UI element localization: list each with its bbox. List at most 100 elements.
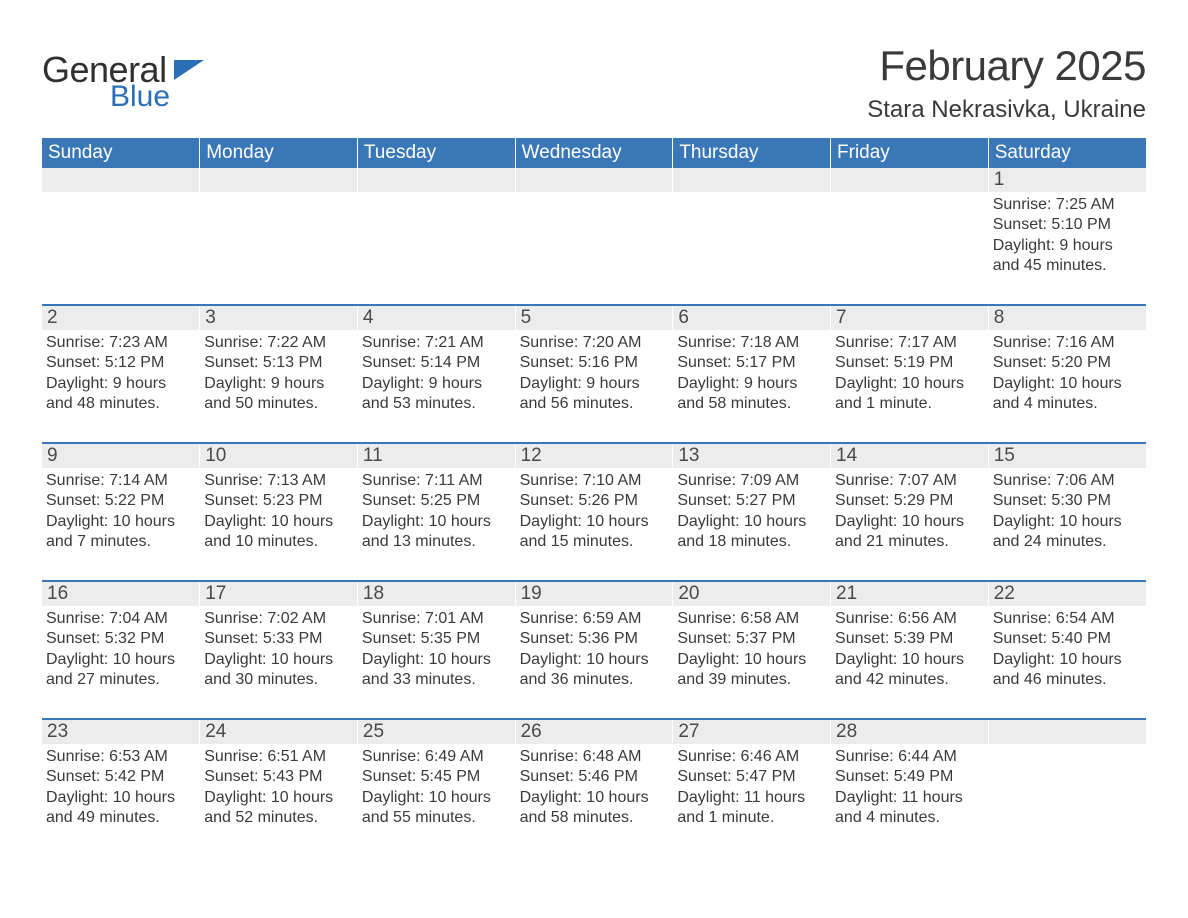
day-cell: Sunrise: 7:07 AMSunset: 5:29 PMDaylight:… [831,468,989,580]
day-cell: Sunrise: 7:16 AMSunset: 5:20 PMDaylight:… [988,330,1146,442]
day-number: 19 [515,582,673,606]
sunset-text: Sunset: 5:40 PM [993,629,1140,649]
sunset-text: Sunset: 5:14 PM [362,353,509,373]
daylight-text: Daylight: 10 hours and 24 minutes. [993,512,1140,553]
day-cell [515,192,673,304]
day-cell [42,192,200,304]
day-cell: Sunrise: 6:44 AMSunset: 5:49 PMDaylight:… [831,744,989,836]
day-content-row: Sunrise: 7:14 AMSunset: 5:22 PMDaylight:… [42,468,1146,580]
daylight-text: Daylight: 9 hours and 56 minutes. [520,374,667,415]
sunset-text: Sunset: 5:45 PM [362,767,509,787]
sunset-text: Sunset: 5:17 PM [677,353,824,373]
day-cell: Sunrise: 7:06 AMSunset: 5:30 PMDaylight:… [988,468,1146,580]
day-number: 15 [988,444,1146,468]
day-cell: Sunrise: 7:11 AMSunset: 5:25 PMDaylight:… [357,468,515,580]
day-number [200,168,358,192]
month-title: February 2025 [867,42,1146,90]
daylight-text: Daylight: 9 hours and 53 minutes. [362,374,509,415]
sunset-text: Sunset: 5:16 PM [520,353,667,373]
sunrise-text: Sunrise: 7:09 AM [677,471,824,491]
sunrise-text: Sunrise: 7:20 AM [520,333,667,353]
sunrise-text: Sunrise: 7:02 AM [204,609,351,629]
day-cell: Sunrise: 6:59 AMSunset: 5:36 PMDaylight:… [515,606,673,718]
daylight-text: Daylight: 10 hours and 36 minutes. [520,650,667,691]
day-number: 4 [357,306,515,330]
day-number: 10 [200,444,358,468]
sunrise-text: Sunrise: 7:16 AM [993,333,1140,353]
day-number [673,168,831,192]
daylight-text: Daylight: 10 hours and 49 minutes. [46,788,193,829]
day-number: 9 [42,444,200,468]
day-number: 7 [831,306,989,330]
brand-word2: Blue [110,82,170,112]
day-number: 12 [515,444,673,468]
daylight-text: Daylight: 9 hours and 45 minutes. [993,236,1140,277]
daylight-text: Daylight: 9 hours and 58 minutes. [677,374,824,415]
daylight-text: Daylight: 10 hours and 18 minutes. [677,512,824,553]
day-number: 3 [200,306,358,330]
brand-text: General Blue [42,52,170,112]
day-cell: Sunrise: 7:13 AMSunset: 5:23 PMDaylight:… [200,468,358,580]
day-number: 21 [831,582,989,606]
day-number-row: 1 [42,168,1146,192]
day-cell: Sunrise: 6:54 AMSunset: 5:40 PMDaylight:… [988,606,1146,718]
sunrise-text: Sunrise: 6:58 AM [677,609,824,629]
dow-tuesday: Tuesday [357,138,515,168]
day-number: 1 [988,168,1146,192]
day-number: 26 [515,720,673,744]
sunrise-text: Sunrise: 6:56 AM [835,609,982,629]
day-number: 6 [673,306,831,330]
sunset-text: Sunset: 5:30 PM [993,491,1140,511]
sunset-text: Sunset: 5:13 PM [204,353,351,373]
day-number: 22 [988,582,1146,606]
day-cell: Sunrise: 6:51 AMSunset: 5:43 PMDaylight:… [200,744,358,836]
sunset-text: Sunset: 5:49 PM [835,767,982,787]
sunset-text: Sunset: 5:39 PM [835,629,982,649]
day-number [357,168,515,192]
day-cell: Sunrise: 7:20 AMSunset: 5:16 PMDaylight:… [515,330,673,442]
day-cell: Sunrise: 6:48 AMSunset: 5:46 PMDaylight:… [515,744,673,836]
sunrise-text: Sunrise: 7:13 AM [204,471,351,491]
sunset-text: Sunset: 5:35 PM [362,629,509,649]
daylight-text: Daylight: 10 hours and 10 minutes. [204,512,351,553]
sunset-text: Sunset: 5:27 PM [677,491,824,511]
daylight-text: Daylight: 10 hours and 27 minutes. [46,650,193,691]
daylight-text: Daylight: 10 hours and 30 minutes. [204,650,351,691]
daylight-text: Daylight: 10 hours and 52 minutes. [204,788,351,829]
day-number: 17 [200,582,358,606]
sunrise-text: Sunrise: 7:11 AM [362,471,509,491]
sunrise-text: Sunrise: 7:21 AM [362,333,509,353]
sunset-text: Sunset: 5:32 PM [46,629,193,649]
sunrise-text: Sunrise: 7:17 AM [835,333,982,353]
daylight-text: Daylight: 10 hours and 15 minutes. [520,512,667,553]
dow-sunday: Sunday [42,138,200,168]
brand-triangle-icon [174,60,204,80]
location: Stara Nekrasivka, Ukraine [867,96,1146,124]
day-number: 5 [515,306,673,330]
dow-wednesday: Wednesday [515,138,673,168]
daylight-text: Daylight: 11 hours and 1 minute. [677,788,824,829]
dow-friday: Friday [831,138,989,168]
day-cell: Sunrise: 7:25 AMSunset: 5:10 PMDaylight:… [988,192,1146,304]
day-cell: Sunrise: 6:58 AMSunset: 5:37 PMDaylight:… [673,606,831,718]
sunset-text: Sunset: 5:42 PM [46,767,193,787]
day-cell: Sunrise: 6:49 AMSunset: 5:45 PMDaylight:… [357,744,515,836]
sunset-text: Sunset: 5:43 PM [204,767,351,787]
sunset-text: Sunset: 5:46 PM [520,767,667,787]
day-cell: Sunrise: 7:17 AMSunset: 5:19 PMDaylight:… [831,330,989,442]
day-number: 8 [988,306,1146,330]
sunrise-text: Sunrise: 7:04 AM [46,609,193,629]
day-cell [357,192,515,304]
brand-logo: General Blue [42,52,204,112]
day-content-row: Sunrise: 6:53 AMSunset: 5:42 PMDaylight:… [42,744,1146,836]
title-block: February 2025 Stara Nekrasivka, Ukraine [867,42,1146,124]
sunrise-text: Sunrise: 7:22 AM [204,333,351,353]
day-cell: Sunrise: 6:46 AMSunset: 5:47 PMDaylight:… [673,744,831,836]
sunset-text: Sunset: 5:23 PM [204,491,351,511]
daylight-text: Daylight: 10 hours and 55 minutes. [362,788,509,829]
day-cell: Sunrise: 7:09 AMSunset: 5:27 PMDaylight:… [673,468,831,580]
dow-thursday: Thursday [673,138,831,168]
day-number: 11 [357,444,515,468]
day-number: 14 [831,444,989,468]
day-content-row: Sunrise: 7:04 AMSunset: 5:32 PMDaylight:… [42,606,1146,718]
